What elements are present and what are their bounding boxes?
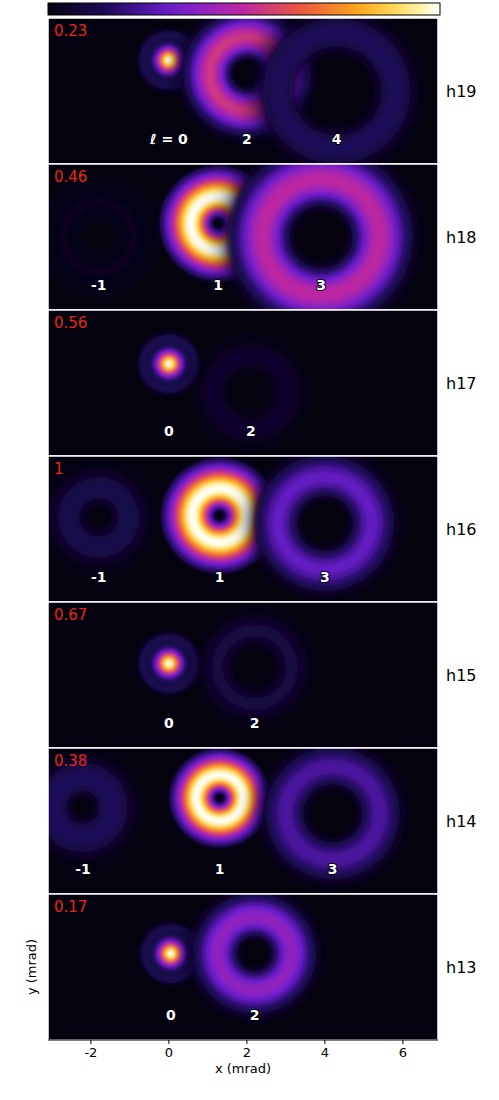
panel-frame bbox=[48, 164, 438, 310]
harmonic-label: h16 bbox=[446, 520, 477, 539]
panel-frame bbox=[48, 310, 438, 456]
beam-mode bbox=[222, 456, 428, 602]
panel-image bbox=[48, 164, 438, 310]
harmonic-label: h13 bbox=[446, 958, 477, 977]
mode-label: 4 bbox=[332, 131, 342, 147]
panel-frame bbox=[48, 748, 438, 894]
mode-label: 1 bbox=[213, 277, 223, 293]
harmonic-label: h19 bbox=[446, 82, 477, 101]
x-axis bbox=[48, 1040, 438, 1041]
beam-mode bbox=[230, 748, 436, 894]
mode-label: 1 bbox=[215, 569, 225, 585]
harmonic-label: h18 bbox=[446, 228, 477, 247]
x-tick-label: 4 bbox=[321, 1045, 329, 1060]
relative-intensity: 0.46 bbox=[54, 168, 87, 186]
beam-mode bbox=[173, 602, 336, 748]
colorbar bbox=[48, 3, 440, 15]
beam-mode bbox=[48, 164, 176, 310]
mode-label: ℓ = 0 bbox=[149, 131, 188, 147]
panel-image bbox=[130, 312, 332, 456]
panel-frame bbox=[48, 894, 438, 1040]
x-tick bbox=[402, 1040, 403, 1044]
harmonic-label: h15 bbox=[446, 666, 477, 685]
mode-label: 0 bbox=[166, 1007, 176, 1023]
mode-label: -1 bbox=[91, 569, 107, 585]
relative-intensity: 0.56 bbox=[54, 314, 87, 332]
panel-frame bbox=[48, 18, 438, 164]
panel-image bbox=[132, 894, 336, 1034]
relative-intensity: 1 bbox=[54, 460, 64, 478]
panel-image bbox=[48, 748, 436, 894]
panel-image bbox=[48, 456, 428, 602]
mode-label: 2 bbox=[246, 423, 256, 439]
panel-image bbox=[130, 18, 438, 164]
harmonic-label: h14 bbox=[446, 812, 477, 831]
mode-label: 2 bbox=[250, 715, 260, 731]
mode-label: 3 bbox=[320, 569, 330, 585]
mode-label: -1 bbox=[91, 277, 107, 293]
beam-mode bbox=[48, 748, 147, 871]
x-tick bbox=[246, 1040, 247, 1044]
beam-mode bbox=[208, 18, 438, 164]
harmonic-label: h17 bbox=[446, 374, 477, 393]
panel-frame bbox=[48, 602, 438, 748]
mode-label: 3 bbox=[328, 861, 338, 877]
x-tick-label: -2 bbox=[84, 1045, 97, 1060]
beam-mode bbox=[173, 894, 336, 1034]
mode-label: 2 bbox=[242, 131, 252, 147]
x-tick bbox=[90, 1040, 91, 1044]
x-tick bbox=[324, 1040, 325, 1044]
beam-mode bbox=[48, 456, 163, 581]
relative-intensity: 0.67 bbox=[54, 606, 87, 624]
mode-label: 3 bbox=[316, 277, 326, 293]
x-tick bbox=[168, 1040, 169, 1044]
beam-mode bbox=[192, 164, 438, 310]
mode-label: 0 bbox=[164, 715, 174, 731]
mode-label: 1 bbox=[215, 861, 225, 877]
mode-label: 0 bbox=[164, 423, 174, 439]
relative-intensity: 0.23 bbox=[54, 22, 87, 40]
x-tick-label: 0 bbox=[165, 1045, 173, 1060]
relative-intensity: 0.38 bbox=[54, 752, 87, 770]
x-tick-label: 6 bbox=[399, 1045, 407, 1060]
mode-label: -1 bbox=[75, 861, 91, 877]
figure: ℓ = 0 2 4 0.23 h19 -1 1 3 0.46 h18 0 2 0.56 h17 -1 1 3 1 h… bbox=[0, 0, 499, 1100]
y-axis-title: y (mrad) bbox=[24, 939, 39, 995]
relative-intensity: 0.17 bbox=[54, 898, 87, 916]
panel-image bbox=[130, 602, 336, 748]
x-axis-title: x (mrad) bbox=[215, 1061, 271, 1076]
panel-frame bbox=[48, 456, 438, 602]
x-tick-label: 2 bbox=[243, 1045, 251, 1060]
beam-mode bbox=[169, 312, 332, 456]
mode-label: 2 bbox=[250, 1007, 260, 1023]
